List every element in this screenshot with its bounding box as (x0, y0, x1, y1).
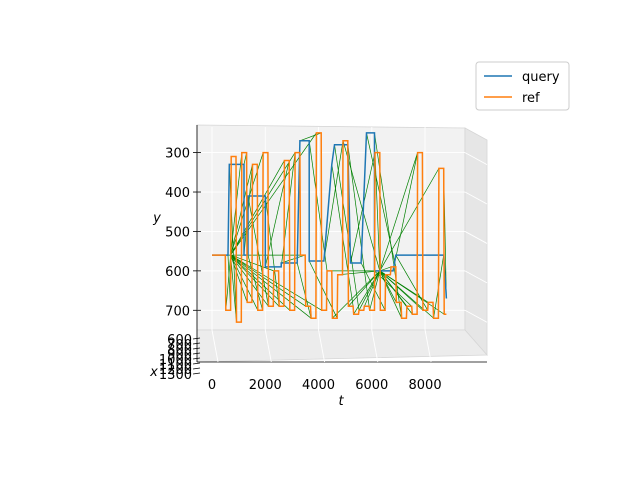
tick-label-y-3: 600 (165, 265, 190, 280)
alignment-line-7 (230, 254, 259, 311)
legend-label-ref: ref (522, 91, 540, 106)
alignment-line-67 (392, 152, 418, 271)
tick-label-x-4: 1000 (159, 353, 192, 368)
alignment-line-55 (299, 132, 322, 142)
gridline-t-floor-1 (264, 329, 272, 363)
alignment-line-25 (353, 270, 381, 315)
tick-mark-x-2 (192, 347, 201, 350)
alignment-line-22 (337, 270, 380, 276)
gridline-y-side-1 (464, 191, 488, 205)
tick-label-x-2: 800 (167, 343, 192, 358)
alignment-line-17 (230, 254, 312, 319)
tick-mark-x-4 (192, 357, 201, 360)
alignment-line-63 (360, 262, 386, 311)
tick-label-x-3: 900 (167, 348, 192, 363)
tick-label-t-4: 8000 (409, 378, 442, 393)
gridline-y-side-2 (464, 231, 488, 244)
gridline-y-side-3 (464, 270, 488, 284)
tick-label-x-7: 1300 (159, 368, 192, 383)
alignment-line-1 (225, 255, 231, 311)
gridline-t-floor-2 (318, 329, 325, 363)
alignment-line-54 (296, 262, 312, 319)
alignment-line-18 (230, 132, 317, 256)
t-axis-label: t (338, 394, 344, 409)
tick-label-t-1: 2000 (249, 378, 282, 393)
tick-labels: 0 2000 4000 6000 800030040050060070060070080… (159, 147, 442, 393)
tick-mark-x-3 (192, 352, 201, 355)
tick-label-y-1: 400 (165, 186, 190, 201)
alignment-line-13 (230, 254, 291, 311)
tick-label-y-0: 300 (165, 147, 190, 162)
floor-pane (196, 329, 488, 363)
alignment-line-58 (323, 140, 344, 262)
tick-label-x-6: 1200 (159, 363, 192, 378)
alignment-line-60 (334, 144, 360, 311)
tick-mark-x-7 (192, 372, 201, 375)
series-lines (212, 132, 448, 323)
alignment-line-41 (379, 168, 440, 272)
tick-mark-x-0 (192, 337, 201, 340)
alignment-line-37 (379, 152, 418, 271)
alignment-line-53 (281, 254, 306, 264)
tick-mark-x-1 (192, 342, 201, 345)
alignment-line-27 (364, 270, 381, 307)
legend-frame (475, 61, 570, 111)
gridline-y-side-4 (464, 309, 488, 323)
y-axis-label: y (152, 211, 161, 226)
alignment-line-34 (379, 270, 402, 319)
alignment-line-5 (230, 254, 248, 303)
gridline-t-floor-3 (371, 329, 379, 363)
alignment-line-3 (230, 255, 237, 323)
alignment-line-26 (358, 270, 381, 311)
tick-label-x-1: 700 (167, 338, 192, 353)
tick-label-y-2: 500 (165, 225, 190, 240)
tick-label-x-0: 600 (167, 333, 192, 348)
gridline-y-side-0 (464, 152, 488, 165)
alignment-line-65 (374, 132, 402, 319)
tick-label-x-5: 1100 (159, 358, 192, 373)
tick-mark-x-6 (192, 367, 201, 370)
tick-label-t-2: 4000 (302, 378, 335, 393)
tick-label-t-0: 0 (208, 378, 216, 393)
tick-label-y-4: 700 (165, 304, 190, 319)
alignment-line-29 (374, 152, 381, 271)
x-axis-label: x (149, 365, 158, 380)
gridline-t-floor-4 (424, 329, 432, 363)
legend: query ref (475, 61, 570, 111)
tick-label-t-3: 6000 (355, 378, 388, 393)
tick-mark-x-5 (192, 362, 201, 365)
alignment-line-23 (342, 140, 381, 271)
alignment-line-48 (247, 255, 263, 311)
series-line-ref (212, 132, 447, 323)
gridline-t-floor-0 (211, 329, 219, 363)
alignment-line-56 (308, 140, 328, 271)
alignment-line-21 (332, 270, 381, 319)
alignment-line-51 (264, 160, 290, 267)
legend-label-query: query (522, 70, 560, 85)
